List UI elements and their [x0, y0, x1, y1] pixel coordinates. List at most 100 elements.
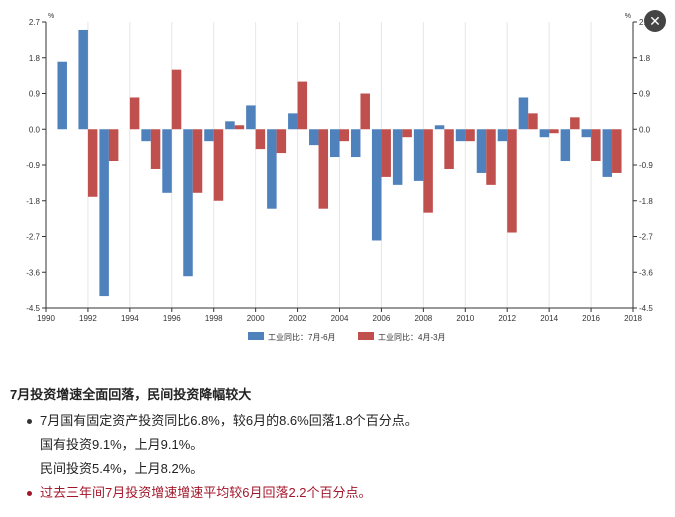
bar-series-2 — [591, 129, 601, 162]
bar-series-1 — [183, 129, 193, 277]
bar-series-2 — [108, 129, 119, 162]
bar-chart: 2.72.71.81.80.90.90.00.0-0.9-0.9-1.8-1.8… — [26, 13, 653, 342]
y-tick-label-right: -2.7 — [639, 233, 653, 242]
bar-series-1 — [518, 97, 529, 130]
x-tick-label: 2006 — [373, 314, 391, 323]
x-tick-label: 2000 — [247, 314, 265, 323]
section-title: 7月投资增速全面回落，民间投资降幅较大 — [10, 387, 252, 402]
y-tick-label-left: -3.6 — [26, 268, 40, 277]
bar-series-2 — [192, 129, 203, 193]
bar-series-2 — [87, 129, 98, 197]
x-tick-label: 2012 — [498, 314, 516, 323]
bar-series-1 — [141, 129, 151, 142]
x-tick-label: 2014 — [540, 314, 558, 323]
bar-series-2 — [171, 69, 182, 130]
bar-series-1 — [413, 129, 424, 181]
x-tick-label: 1998 — [205, 314, 223, 323]
x-tick-label: 2010 — [456, 314, 474, 323]
bar-series-2 — [465, 129, 475, 142]
summary-section: 7月投资增速全面回落，民间投资降幅较大 7月国有固定资产投资同比6.8%，较6月… — [10, 386, 665, 508]
bar-series-2 — [381, 129, 391, 177]
bar-series-1 — [57, 61, 67, 130]
bar-series-1 — [246, 105, 256, 130]
sub-item: 国有投资9.1%，上月9.1%。 — [40, 437, 204, 452]
bar-series-2 — [276, 129, 287, 154]
x-tick-label: 2018 — [624, 314, 642, 323]
y-tick-label-right: -4.5 — [639, 304, 653, 313]
x-tick-label: 2016 — [582, 314, 600, 323]
bar-series-1 — [99, 129, 109, 297]
close-button[interactable]: ✕ — [644, 10, 666, 32]
x-tick-label: 1990 — [37, 314, 55, 323]
bar-series-1 — [330, 129, 340, 158]
bar-series-1 — [560, 129, 571, 162]
y-tick-label-left: -2.7 — [26, 233, 40, 242]
bar-series-1 — [581, 129, 592, 138]
y-unit-left: % — [48, 13, 54, 20]
y-tick-label-right: 0.9 — [639, 90, 651, 99]
bar-series-2 — [234, 125, 245, 130]
bar-series-2 — [528, 113, 538, 130]
bar-series-2 — [423, 129, 433, 213]
bar-series-2 — [129, 97, 140, 130]
sub-item: 民间投资5.4%，上月8.2%。 — [40, 461, 204, 476]
bar-series-2 — [507, 129, 517, 233]
bullet-text: 7月国有固定资产投资同比6.8%，较6月的8.6%回落1.8个百分点。 — [40, 413, 418, 428]
bar-series-2 — [402, 129, 412, 138]
y-tick-label-left: 2.7 — [29, 18, 41, 27]
y-tick-label-left: -1.8 — [26, 197, 40, 206]
y-tick-label-left: -0.9 — [26, 161, 40, 170]
bar-series-1 — [476, 129, 487, 173]
bar-series-1 — [392, 129, 403, 185]
bar-series-2 — [444, 129, 454, 169]
bar-series-2 — [318, 129, 329, 209]
bar-series-2 — [255, 129, 266, 150]
y-tick-label-right: 1.8 — [639, 54, 651, 63]
bar-series-1 — [371, 129, 382, 241]
bar-series-1 — [288, 113, 298, 130]
bar-series-2 — [297, 81, 308, 130]
legend-swatch — [248, 332, 264, 340]
bullet-item: 7月国有固定资产投资同比6.8%，较6月的8.6%回落1.8个百分点。 — [10, 412, 665, 430]
y-unit-right: % — [625, 13, 631, 20]
bullet-dot-icon — [27, 491, 32, 496]
bar-series-1 — [225, 121, 235, 130]
bar-series-1 — [602, 129, 613, 177]
x-tick-label: 2004 — [331, 314, 349, 323]
y-tick-label-left: 1.8 — [29, 54, 41, 63]
bar-series-1 — [204, 129, 214, 142]
legend-label: 工业同比：7月-6月 — [268, 332, 336, 342]
close-icon: ✕ — [649, 13, 661, 29]
bar-series-1 — [267, 129, 277, 209]
bullet-text: 过去三年间7月投资增速增速平均较6月回落2.2个百分点。 — [40, 485, 372, 500]
y-tick-label-left: -4.5 — [26, 304, 40, 313]
legend-swatch — [358, 332, 374, 340]
x-tick-label: 2008 — [414, 314, 432, 323]
bar-series-1 — [455, 129, 466, 142]
bar-series-1 — [539, 129, 550, 138]
bar-series-1 — [497, 129, 508, 142]
bar-series-1 — [78, 29, 88, 130]
bar-series-2 — [549, 129, 559, 134]
bar-series-2 — [612, 129, 622, 173]
y-tick-label-right: 0.0 — [639, 125, 651, 134]
bar-series-1 — [162, 129, 172, 193]
bar-series-1 — [350, 129, 361, 158]
bullet-dot-icon — [27, 419, 32, 424]
bar-series-1 — [309, 129, 319, 146]
x-tick-label: 1996 — [163, 314, 181, 323]
bar-series-2 — [570, 117, 580, 130]
y-tick-label-right: -0.9 — [639, 161, 653, 170]
bar-series-2 — [360, 93, 370, 130]
bar-series-2 — [339, 129, 349, 142]
bar-series-1 — [434, 125, 445, 130]
bullet-item-highlight: 过去三年间7月投资增速增速平均较6月回落2.2个百分点。 — [10, 484, 665, 502]
y-tick-label-right: -1.8 — [639, 197, 653, 206]
y-tick-label-left: 0.0 — [29, 125, 41, 134]
y-tick-label-right: -3.6 — [639, 268, 653, 277]
x-tick-label: 2002 — [289, 314, 307, 323]
x-tick-label: 1992 — [79, 314, 97, 323]
bar-series-2 — [486, 129, 496, 185]
bar-series-2 — [213, 129, 224, 201]
x-tick-label: 1994 — [121, 314, 139, 323]
